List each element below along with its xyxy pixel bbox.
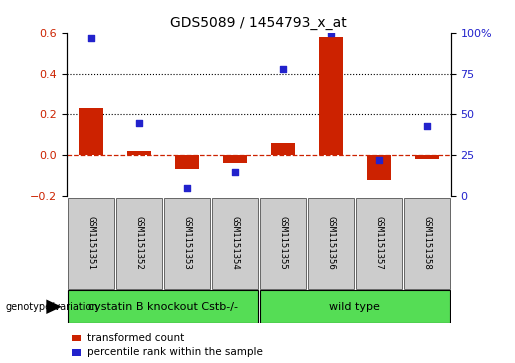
Bar	[79, 108, 103, 155]
Point	[87, 35, 95, 41]
Point	[231, 168, 239, 175]
Point	[183, 185, 191, 191]
Text: GSM1151353: GSM1151353	[182, 216, 192, 270]
Text: GSM1151358: GSM1151358	[422, 216, 431, 270]
Text: cystatin B knockout Cstb-/-: cystatin B knockout Cstb-/-	[88, 302, 238, 312]
FancyBboxPatch shape	[260, 198, 306, 289]
FancyBboxPatch shape	[356, 198, 402, 289]
FancyBboxPatch shape	[260, 290, 450, 323]
Text: GSM1151354: GSM1151354	[230, 216, 239, 270]
FancyBboxPatch shape	[68, 290, 258, 323]
Text: GSM1151352: GSM1151352	[134, 216, 143, 270]
Point	[135, 120, 143, 126]
FancyBboxPatch shape	[404, 198, 450, 289]
Polygon shape	[46, 299, 62, 314]
Bar	[415, 155, 439, 159]
Bar	[271, 143, 295, 155]
Point	[422, 123, 431, 129]
Text: GSM1151351: GSM1151351	[87, 216, 95, 270]
FancyBboxPatch shape	[212, 198, 258, 289]
Bar	[367, 155, 391, 180]
Title: GDS5089 / 1454793_x_at: GDS5089 / 1454793_x_at	[170, 16, 347, 30]
Bar	[175, 155, 199, 170]
FancyBboxPatch shape	[116, 198, 162, 289]
Text: wild type: wild type	[329, 302, 380, 312]
Text: GSM1151357: GSM1151357	[374, 216, 383, 270]
FancyBboxPatch shape	[164, 198, 210, 289]
Bar	[127, 151, 151, 155]
Bar	[319, 37, 342, 155]
Point	[279, 66, 287, 72]
Text: GSM1151356: GSM1151356	[326, 216, 335, 270]
Text: transformed count: transformed count	[87, 333, 184, 343]
Bar	[223, 155, 247, 163]
Text: percentile rank within the sample: percentile rank within the sample	[87, 347, 263, 358]
Point	[327, 30, 335, 36]
FancyBboxPatch shape	[68, 198, 114, 289]
Text: genotype/variation: genotype/variation	[5, 302, 98, 312]
FancyBboxPatch shape	[307, 198, 354, 289]
Text: GSM1151355: GSM1151355	[278, 216, 287, 270]
Point	[374, 157, 383, 163]
